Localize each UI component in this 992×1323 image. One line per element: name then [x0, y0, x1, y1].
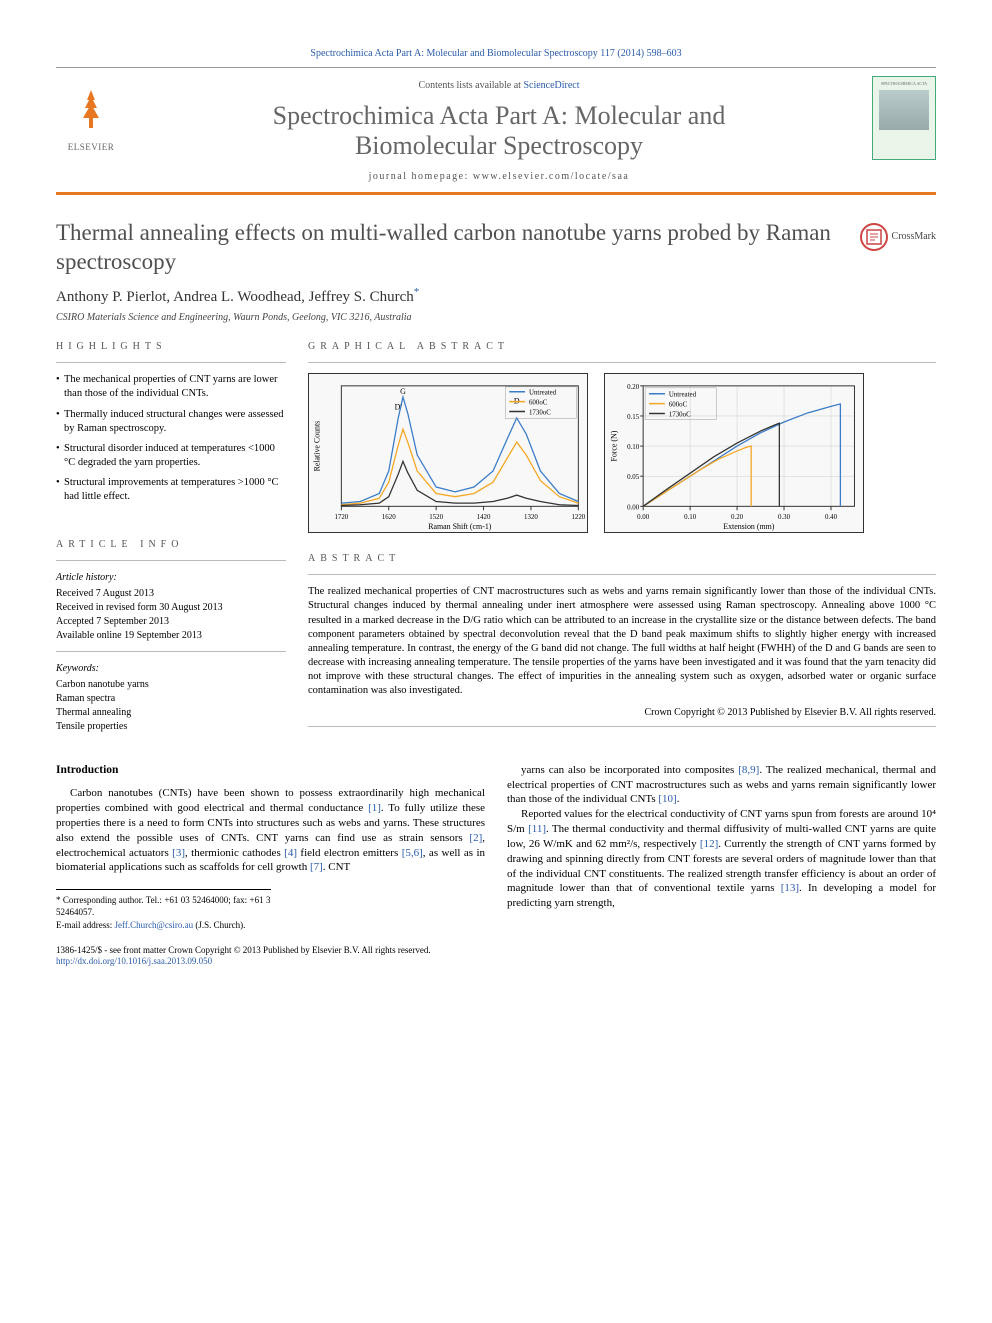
- svg-text:1620: 1620: [382, 514, 396, 521]
- svg-text:D': D': [395, 403, 403, 412]
- graphical-abstract: 172016201520142013201220GD'DUntreated600…: [308, 373, 936, 533]
- svg-text:0.15: 0.15: [627, 414, 640, 421]
- svg-text:0.10: 0.10: [627, 444, 640, 451]
- page-footer: 1386-1425/$ - see front matter Crown Cop…: [56, 945, 936, 968]
- abstract-label: ABSTRACT: [308, 553, 936, 564]
- online-date: Available online 19 September 2013: [56, 629, 286, 643]
- divider: [56, 651, 286, 652]
- crossmark-badge[interactable]: CrossMark: [860, 223, 936, 251]
- keywords-heading: Keywords:: [56, 662, 286, 676]
- svg-text:1320: 1320: [524, 514, 538, 521]
- introduction-heading: Introduction: [56, 763, 485, 779]
- email-label: E-mail address:: [56, 920, 114, 930]
- keyword: Carbon nanotube yarns: [56, 678, 286, 692]
- article-title: Thermal annealing effects on multi-walle…: [56, 219, 844, 277]
- svg-text:0.00: 0.00: [637, 514, 650, 521]
- highlights-list: The mechanical properties of CNT yarns a…: [56, 373, 286, 504]
- keyword: Tensile properties: [56, 720, 286, 734]
- divider: [308, 574, 936, 575]
- abstract-text: The realized mechanical properties of CN…: [308, 585, 936, 698]
- svg-text:0.10: 0.10: [684, 514, 697, 521]
- affiliation: CSIRO Materials Science and Engineering,…: [56, 312, 936, 323]
- highlights-label: HIGHLIGHTS: [56, 341, 286, 352]
- svg-text:1730oC: 1730oC: [669, 412, 691, 419]
- crossmark-label: CrossMark: [892, 231, 936, 242]
- journal-header: ELSEVIER Contents lists available at Sci…: [56, 67, 936, 195]
- corr-author-star: *: [414, 286, 420, 298]
- svg-text:Relative Counts: Relative Counts: [313, 421, 322, 472]
- footer-copyright: 1386-1425/$ - see front matter Crown Cop…: [56, 945, 936, 957]
- divider: [56, 362, 286, 363]
- received-date: Received 7 August 2013: [56, 587, 286, 601]
- accepted-date: Accepted 7 September 2013: [56, 615, 286, 629]
- raman-chart: 172016201520142013201220GD'DUntreated600…: [308, 373, 588, 533]
- svg-text:1420: 1420: [477, 514, 491, 521]
- body-paragraph: Carbon nanotubes (CNTs) have been shown …: [56, 786, 485, 875]
- svg-text:0.40: 0.40: [825, 514, 838, 521]
- authors: Anthony P. Pierlot, Andrea L. Woodhead, …: [56, 286, 936, 306]
- svg-text:1520: 1520: [429, 514, 443, 521]
- svg-text:0.30: 0.30: [778, 514, 791, 521]
- elsevier-logo-text: ELSEVIER: [68, 142, 115, 152]
- svg-text:Force (N): Force (N): [609, 431, 618, 462]
- highlight-item: Thermally induced structural changes wer…: [56, 408, 286, 436]
- history-heading: Article history:: [56, 571, 286, 585]
- journal-name-line2: Biomolecular Spectroscopy: [355, 131, 643, 160]
- svg-text:Extension (mm): Extension (mm): [723, 522, 774, 531]
- author-names: Anthony P. Pierlot, Andrea L. Woodhead, …: [56, 289, 414, 305]
- copyright-line: Crown Copyright © 2013 Published by Else…: [308, 707, 936, 718]
- article-info-label: ARTICLE INFO: [56, 539, 286, 550]
- svg-text:600oC: 600oC: [529, 400, 548, 407]
- svg-text:1720: 1720: [334, 514, 348, 521]
- elsevier-tree-icon: [67, 86, 115, 142]
- journal-name: Spectrochimica Acta Part A: Molecular an…: [134, 101, 864, 161]
- body-column-left: Introduction Carbon nanotubes (CNTs) hav…: [56, 763, 485, 931]
- svg-text:0.20: 0.20: [731, 514, 744, 521]
- crossmark-icon: [860, 223, 888, 251]
- article-info: Article history: Received 7 August 2013 …: [56, 571, 286, 643]
- body-column-right: yarns can also be incorporated into comp…: [507, 763, 936, 931]
- contents-prefix: Contents lists available at: [418, 80, 523, 91]
- svg-text:1220: 1220: [571, 514, 585, 521]
- force-extension-chart: 0.00 0.05 0.10 0.15 0.20 0.00 0.10 0.20 0.30 0.40…: [604, 373, 864, 533]
- highlight-item: The mechanical properties of CNT yarns a…: [56, 373, 286, 401]
- body-paragraph: Reported values for the electrical condu…: [507, 807, 936, 911]
- svg-text:G: G: [400, 387, 406, 396]
- revised-date: Received in revised form 30 August 2013: [56, 601, 286, 615]
- svg-text:1730oC: 1730oC: [529, 410, 551, 417]
- svg-text:0.00: 0.00: [627, 505, 640, 512]
- cover-title: SPECTROCHIMICA ACTA: [881, 81, 927, 86]
- journal-cover-thumbnail: SPECTROCHIMICA ACTA: [872, 76, 936, 160]
- highlight-item: Structural improvements at temperatures …: [56, 476, 286, 504]
- divider: [56, 560, 286, 561]
- svg-text:Untreated: Untreated: [669, 392, 697, 399]
- divider: [308, 726, 936, 727]
- svg-text:0.05: 0.05: [627, 474, 640, 481]
- journal-name-line1: Spectrochimica Acta Part A: Molecular an…: [273, 101, 726, 130]
- corresponding-author-footer: * Corresponding author. Tel.: +61 03 524…: [56, 889, 271, 930]
- divider: [308, 362, 936, 363]
- body-paragraph: yarns can also be incorporated into comp…: [507, 763, 936, 808]
- sciencedirect-link[interactable]: ScienceDirect: [523, 80, 579, 91]
- cover-image: [879, 90, 929, 130]
- elsevier-logo: ELSEVIER: [56, 76, 126, 152]
- journal-homepage: journal homepage: www.elsevier.com/locat…: [134, 171, 864, 182]
- svg-text:Untreated: Untreated: [529, 390, 557, 397]
- contents-available: Contents lists available at ScienceDirec…: [134, 80, 864, 91]
- corr-email-link[interactable]: Jeff.Church@csiro.au: [114, 920, 193, 930]
- keywords: Keywords: Carbon nanotube yarns Raman sp…: [56, 662, 286, 734]
- svg-text:Raman Shift (cm-1): Raman Shift (cm-1): [428, 522, 491, 531]
- keyword: Thermal annealing: [56, 706, 286, 720]
- keyword: Raman spectra: [56, 692, 286, 706]
- svg-text:0.20: 0.20: [627, 384, 640, 391]
- highlight-item: Structural disorder induced at temperatu…: [56, 442, 286, 470]
- graphical-abstract-label: GRAPHICAL ABSTRACT: [308, 341, 936, 352]
- svg-text:600oC: 600oC: [669, 402, 688, 409]
- doi-link[interactable]: http://dx.doi.org/10.1016/j.saa.2013.09.…: [56, 956, 212, 966]
- email-suffix: (J.S. Church).: [193, 920, 245, 930]
- header-citation: Spectrochimica Acta Part A: Molecular an…: [56, 48, 936, 59]
- corr-author-line: * Corresponding author. Tel.: +61 03 524…: [56, 894, 271, 918]
